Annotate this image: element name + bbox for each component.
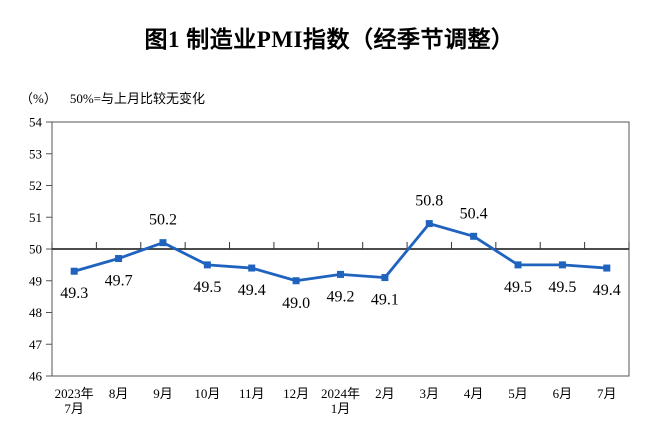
y-axis-tick-label: 50 (29, 242, 42, 257)
y-axis-tick-label: 49 (29, 273, 42, 288)
x-axis-label: 2月 (375, 386, 395, 401)
data-point-label: 49.4 (238, 282, 266, 299)
x-axis-label: 6月 (553, 386, 573, 401)
y-axis-tick-label: 53 (29, 146, 42, 161)
data-point-marker (203, 261, 211, 269)
reference-note: 50%=与上月比较无变化 (69, 91, 206, 106)
data-point-marker (470, 232, 478, 240)
x-axis-label: 9月 (153, 386, 173, 401)
data-point-marker (248, 264, 256, 272)
x-axis-label: 8月 (109, 386, 129, 401)
y-axis-tick-label: 52 (29, 178, 42, 193)
data-point-marker (381, 274, 389, 282)
data-point-marker (425, 220, 433, 228)
x-axis-label: 12月 (283, 386, 309, 401)
data-point-label: 49.3 (60, 285, 88, 302)
data-point-label: 50.4 (460, 205, 488, 222)
data-point-label: 49.5 (548, 279, 576, 296)
chart-title: 图1 制造业PMI指数（经季节调整） (144, 27, 515, 52)
x-axis-label: 2023年 7月 (55, 386, 94, 416)
y-axis-tick-label: 51 (29, 210, 42, 225)
data-point-label: 49.0 (282, 295, 310, 312)
data-point-label: 49.4 (593, 282, 621, 299)
y-axis-tick-label: 47 (29, 337, 43, 352)
x-axis-label: 11月 (239, 386, 265, 401)
data-point-label: 50.8 (415, 193, 443, 210)
y-axis-tick-label: 46 (29, 369, 43, 384)
data-point-marker (558, 261, 566, 269)
data-point-marker (70, 267, 78, 275)
y-axis-tick-label: 48 (29, 305, 42, 320)
data-point-label: 50.2 (149, 212, 177, 229)
data-point-label: 49.2 (327, 288, 355, 305)
data-point-marker (115, 255, 123, 263)
data-point-label: 49.5 (504, 279, 532, 296)
data-point-marker (159, 239, 167, 247)
data-point-label: 49.7 (105, 273, 133, 290)
y-axis-tick-label: 54 (29, 115, 43, 130)
data-point-marker (514, 261, 522, 269)
data-point-marker (603, 264, 611, 272)
x-axis-label: 4月 (464, 386, 484, 401)
x-axis-label: 10月 (194, 386, 220, 401)
data-point-marker (292, 277, 300, 285)
chart-subtitle: （%） 50%=与上月比较无变化 (20, 88, 205, 107)
data-point-label: 49.5 (193, 279, 221, 296)
x-axis-label: 5月 (508, 386, 528, 401)
x-axis-label: 3月 (420, 386, 440, 401)
data-point-label: 49.1 (371, 292, 399, 309)
x-axis-label: 7月 (597, 386, 617, 401)
data-point-marker (337, 270, 344, 278)
unit-label: （%） (20, 91, 57, 106)
x-axis-label: 2024年 1月 (321, 386, 360, 416)
